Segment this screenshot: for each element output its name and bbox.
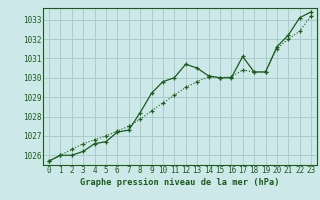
X-axis label: Graphe pression niveau de la mer (hPa): Graphe pression niveau de la mer (hPa)	[80, 178, 280, 187]
